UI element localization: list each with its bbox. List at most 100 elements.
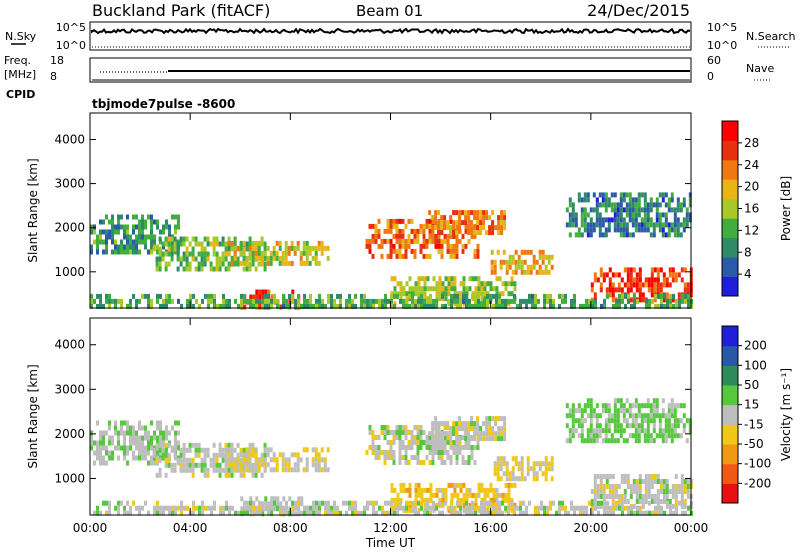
- echo-cell: [660, 505, 663, 511]
- echo-cell: [625, 207, 629, 213]
- echo-cell: [608, 474, 612, 479]
- echo-cell: [625, 202, 629, 208]
- echo-cell: [407, 218, 411, 224]
- echo-cell: [425, 243, 429, 249]
- echo-cell: [541, 461, 545, 467]
- echo-cell: [632, 489, 636, 494]
- echo-cell: [526, 461, 530, 467]
- echo-cell: [455, 431, 459, 437]
- echo-cell: [200, 266, 204, 272]
- echo-cell: [297, 303, 300, 309]
- echo-cell: [591, 505, 594, 511]
- echo-cell: [135, 455, 138, 461]
- echo-cell: [634, 227, 638, 233]
- echo-cell: [676, 423, 680, 429]
- echo-cell: [673, 408, 677, 414]
- echo-cell: [455, 220, 459, 226]
- echo-cell: [141, 455, 144, 461]
- echo-cell: [431, 455, 435, 460]
- echo-cell: [420, 291, 424, 297]
- echo-cell: [429, 303, 432, 309]
- echo-cell: [215, 241, 219, 247]
- echo-cell: [197, 261, 201, 267]
- echo-cell: [678, 303, 681, 309]
- echo-cell: [317, 452, 321, 458]
- echo-cell: [596, 277, 600, 283]
- echo-cell: [222, 298, 225, 304]
- echo-cell: [291, 510, 294, 516]
- echo-cell: [260, 241, 264, 247]
- echo-cell: [525, 510, 528, 516]
- echo-cell: [599, 504, 603, 509]
- echo-cell: [150, 219, 153, 225]
- echo-cell: [568, 408, 572, 414]
- echo-cell: [245, 246, 249, 252]
- echo-cell: [631, 403, 635, 409]
- echo-cell: [330, 505, 333, 511]
- echo-cell: [629, 489, 633, 494]
- echo-cell: [485, 210, 489, 216]
- echo-cell: [458, 421, 462, 427]
- echo-cell: [438, 500, 441, 506]
- echo-cell: [614, 489, 618, 494]
- echo-cell: [608, 277, 612, 283]
- echo-cell: [401, 228, 405, 234]
- echo-cell: [425, 253, 429, 259]
- echo-cell: [392, 243, 396, 249]
- echo-cell: [443, 220, 447, 226]
- echo-cell: [465, 291, 469, 297]
- echo-cell: [371, 430, 375, 435]
- echo-cell: [288, 299, 292, 305]
- echo-cell: [511, 259, 515, 265]
- echo-cell: [625, 232, 629, 238]
- echo-cell: [138, 505, 141, 511]
- echo-cell: [607, 418, 611, 424]
- echo-cell: [299, 255, 303, 261]
- echo-cell: [264, 298, 267, 304]
- echo-cell: [534, 303, 537, 309]
- echo-cell: [492, 497, 496, 503]
- echo-cell: [643, 192, 647, 198]
- echo-cell: [380, 430, 384, 435]
- echo-cell: [138, 224, 141, 230]
- echo-cell: [188, 467, 192, 473]
- echo-cell: [632, 282, 636, 288]
- echo-cell: [380, 450, 384, 455]
- echo-cell: [495, 303, 498, 309]
- echo-cell: [317, 467, 321, 473]
- echo-cell: [227, 250, 231, 256]
- echo-cell: [218, 442, 222, 448]
- echo-cell: [165, 298, 168, 304]
- echo-cell: [550, 456, 554, 462]
- echo-cell: [482, 436, 486, 442]
- echo-cell: [623, 479, 627, 484]
- echo-cell: [532, 259, 536, 265]
- x-tick-label: 16:00: [473, 521, 508, 535]
- echo-cell: [622, 207, 626, 213]
- echo-cell: [607, 202, 611, 208]
- echo-cell: [120, 420, 123, 426]
- echo-cell: [258, 510, 261, 516]
- echo-cell: [434, 243, 438, 249]
- echo-cell: [162, 450, 165, 456]
- echo-cell: [153, 435, 156, 441]
- echo-cell: [435, 487, 439, 493]
- echo-cell: [558, 510, 561, 516]
- echo-cell: [396, 497, 400, 503]
- echo-cell: [173, 467, 177, 473]
- echo-cell: [441, 492, 445, 498]
- echo-cell: [185, 236, 189, 242]
- echo-cell: [664, 438, 668, 444]
- echo-cell: [339, 510, 342, 516]
- echo-cell: [275, 255, 279, 261]
- echo-cell: [479, 436, 483, 442]
- echo-cell: [414, 497, 418, 503]
- echo-cell: [129, 430, 132, 436]
- echo-cell: [681, 293, 684, 299]
- echo-cell: [297, 298, 300, 304]
- echo-cell: [608, 484, 612, 489]
- echo-cell: [449, 431, 453, 437]
- echo-cell: [650, 484, 654, 489]
- echo-cell: [608, 282, 612, 288]
- echo-cell: [437, 421, 441, 427]
